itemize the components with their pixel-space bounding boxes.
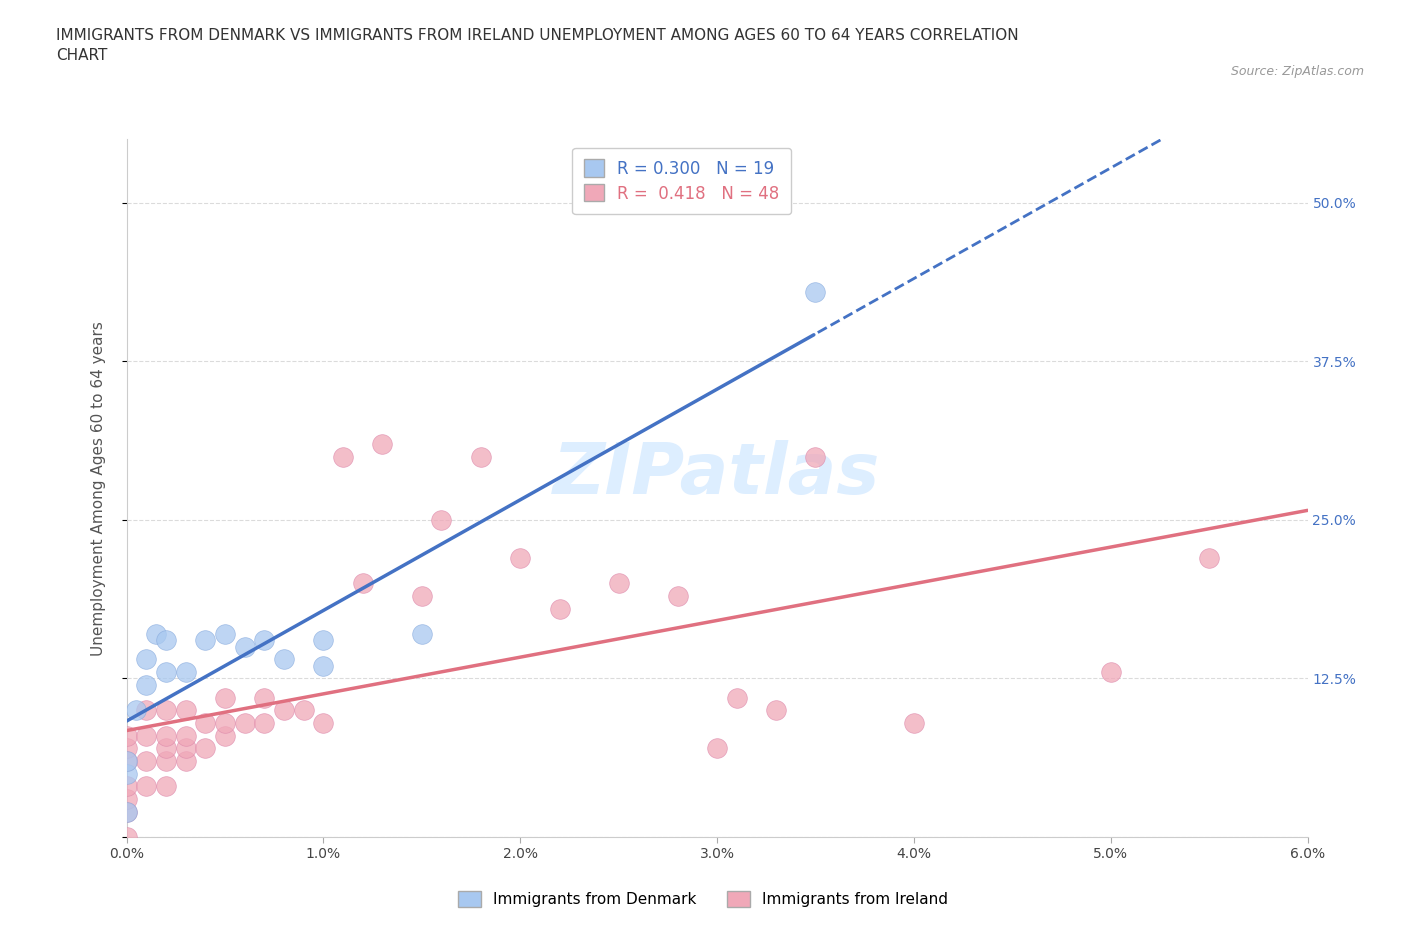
Point [155, 665, 177, 680]
Point [253, 633, 276, 648]
Point [155, 633, 177, 648]
Point [903, 715, 925, 730]
Point [115, 753, 138, 768]
Point [253, 690, 276, 705]
Point [312, 715, 335, 730]
Point [174, 753, 197, 768]
Point [115, 766, 138, 781]
Point [214, 715, 236, 730]
Point [125, 703, 148, 718]
Point [214, 728, 236, 743]
Point [115, 753, 138, 768]
Point [145, 627, 167, 642]
Point [115, 728, 138, 743]
Point [1099, 665, 1122, 680]
Point [312, 658, 335, 673]
Point [470, 449, 492, 464]
Point [174, 703, 197, 718]
Point [174, 728, 197, 743]
Point [804, 449, 827, 464]
Point [115, 830, 138, 844]
Point [233, 715, 256, 730]
Point [214, 627, 236, 642]
Point [115, 741, 138, 756]
Point [174, 741, 197, 756]
Legend: Immigrants from Denmark, Immigrants from Ireland: Immigrants from Denmark, Immigrants from… [451, 884, 955, 913]
Point [155, 753, 177, 768]
Point [804, 285, 827, 299]
Point [706, 741, 728, 756]
Point [135, 677, 157, 692]
Y-axis label: Unemployment Among Ages 60 to 64 years: Unemployment Among Ages 60 to 64 years [91, 321, 105, 656]
Point [115, 804, 138, 819]
Point [411, 589, 433, 604]
Point [155, 728, 177, 743]
Point [430, 512, 453, 527]
Point [607, 576, 630, 591]
Point [292, 703, 315, 718]
Text: ZIPatlas: ZIPatlas [554, 440, 880, 509]
Point [115, 791, 138, 806]
Point [666, 589, 689, 604]
Point [352, 576, 374, 591]
Point [371, 436, 394, 451]
Text: Source: ZipAtlas.com: Source: ZipAtlas.com [1230, 65, 1364, 78]
Point [312, 633, 335, 648]
Point [115, 778, 138, 793]
Point [411, 627, 433, 642]
Point [214, 690, 236, 705]
Point [155, 741, 177, 756]
Text: IMMIGRANTS FROM DENMARK VS IMMIGRANTS FROM IRELAND UNEMPLOYMENT AMONG AGES 60 TO: IMMIGRANTS FROM DENMARK VS IMMIGRANTS FR… [56, 28, 1019, 62]
Point [765, 703, 787, 718]
Point [233, 639, 256, 654]
Legend: R = 0.300   N = 19, R =  0.418   N = 48: R = 0.300 N = 19, R = 0.418 N = 48 [572, 148, 792, 214]
Point [135, 652, 157, 667]
Point [135, 778, 157, 793]
Point [548, 602, 571, 617]
Point [155, 778, 177, 793]
Point [509, 551, 531, 565]
Point [115, 804, 138, 819]
Point [273, 652, 295, 667]
Point [135, 703, 157, 718]
Point [135, 728, 157, 743]
Point [1198, 551, 1220, 565]
Point [273, 703, 295, 718]
Point [725, 690, 748, 705]
Point [174, 665, 197, 680]
Point [155, 703, 177, 718]
Point [194, 633, 217, 648]
Point [332, 449, 354, 464]
Point [194, 715, 217, 730]
Point [135, 753, 157, 768]
Point [253, 715, 276, 730]
Point [194, 741, 217, 756]
